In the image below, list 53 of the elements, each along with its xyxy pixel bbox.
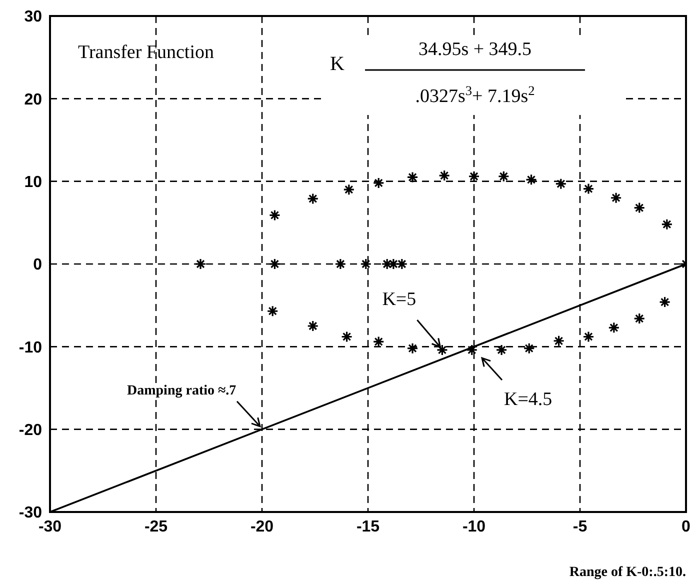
point <box>406 342 418 354</box>
text: Range of K-0:.5:10. <box>569 565 686 580</box>
point <box>582 330 594 343</box>
point <box>634 312 646 324</box>
point <box>268 258 281 270</box>
point <box>610 192 622 204</box>
point <box>659 296 671 308</box>
point <box>523 342 535 354</box>
y-tick-label: -10 <box>18 339 42 356</box>
point <box>341 330 353 343</box>
x-tick-label: 0 <box>682 518 691 536</box>
annotation: K=5 <box>382 288 416 310</box>
point <box>555 178 567 190</box>
x-tick-label: -20 <box>250 518 274 536</box>
y-tick-label: 10 <box>24 174 42 192</box>
point <box>498 170 510 182</box>
y-tick-label: 0 <box>33 256 42 274</box>
point <box>608 322 620 334</box>
point <box>525 174 538 186</box>
point <box>266 305 278 317</box>
point <box>343 184 355 196</box>
point <box>388 258 400 270</box>
x-tick-label: -10 <box>462 518 486 536</box>
x-tick-label: -5 <box>572 518 588 536</box>
point <box>438 170 450 182</box>
point <box>468 170 480 182</box>
point <box>194 258 206 270</box>
point <box>396 258 408 270</box>
point <box>466 344 478 356</box>
point <box>634 202 646 214</box>
annotation: .0327s$^{3}$+ 7.19s$^{2}$ <box>415 82 535 107</box>
point <box>307 192 319 204</box>
point <box>582 182 594 195</box>
y-tick-label: -20 <box>18 422 42 440</box>
point <box>661 218 673 230</box>
point <box>436 344 448 356</box>
y-tick-label: 30 <box>24 8 42 26</box>
point <box>268 209 281 222</box>
point <box>334 258 346 270</box>
point <box>553 335 565 347</box>
point <box>496 344 508 356</box>
annotation: K=4.5 <box>504 388 552 410</box>
annotation: 34.95s + 349.5 <box>418 39 532 60</box>
point <box>381 258 393 270</box>
point <box>372 177 384 189</box>
annotation: K <box>330 53 345 75</box>
annotation: Transfer Function <box>78 42 214 63</box>
point <box>406 171 418 183</box>
x-tick-label: -15 <box>356 518 380 536</box>
y-tick-label: 20 <box>24 91 42 108</box>
point <box>307 320 319 332</box>
point <box>360 258 372 270</box>
x-tick-label: -25 <box>144 518 168 536</box>
